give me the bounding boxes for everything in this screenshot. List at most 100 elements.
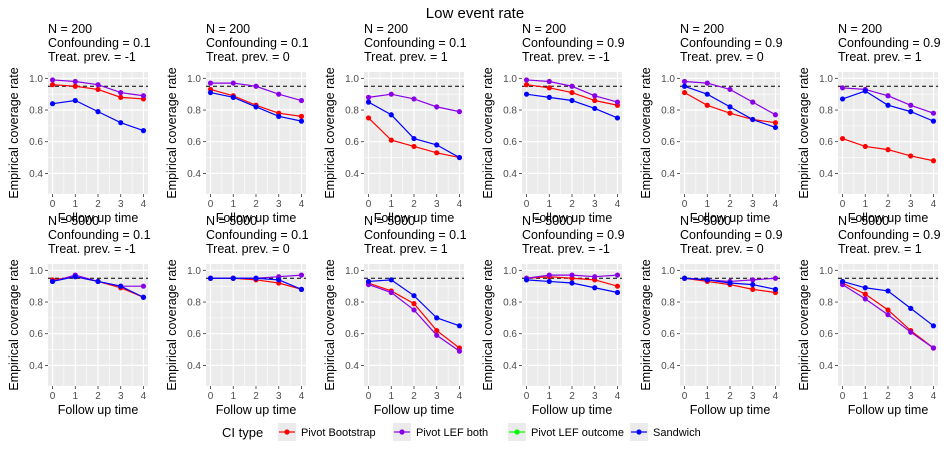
panel-title-line: Treat. prev. = -1	[522, 242, 610, 256]
data-point-sandwich	[230, 275, 236, 281]
x-tick-label: 3	[118, 199, 124, 210]
data-point-pivot-bootstrap	[908, 153, 914, 159]
panel-title-line: Confounding = 0.1	[206, 228, 309, 242]
data-point-sandwich	[839, 278, 846, 285]
data-point-sandwich	[207, 275, 214, 281]
data-point-pivot-lef-both	[885, 312, 891, 318]
data-point-pivot-bootstrap	[72, 83, 78, 89]
legend: CI type Pivot Bootstrap Pivot LEF both Pivo…	[222, 423, 701, 441]
x-tick-label: 2	[411, 199, 417, 210]
panel-title-line: Treat. prev. = 1	[364, 50, 448, 64]
data-point-pivot-lef-both	[298, 272, 305, 278]
data-point-sandwich	[253, 275, 259, 281]
y-tick-label: 0.4	[187, 169, 201, 180]
data-point-sandwich	[546, 278, 552, 285]
x-tick-label: 4	[615, 199, 621, 210]
data-point-sandwich	[727, 104, 733, 110]
panel-title-line: N = 200	[838, 22, 882, 36]
data-point-pivot-lef-both	[388, 91, 394, 97]
data-point-pivot-lef-both	[614, 272, 621, 278]
data-point-pivot-lef-both	[230, 80, 236, 86]
panel-title-line: N = 200	[48, 22, 92, 36]
y-tick-label: 0.6	[29, 329, 43, 340]
data-point-sandwich	[839, 96, 846, 102]
y-tick-label: 1.0	[503, 74, 517, 85]
x-axis-label: Follow up time	[216, 211, 297, 225]
x-tick-label: 4	[299, 199, 305, 210]
data-point-pivot-lef-both	[276, 91, 282, 97]
data-point-pivot-lef-both	[523, 77, 530, 83]
y-tick-label: 0.6	[503, 137, 517, 148]
y-tick-label: 0.8	[187, 106, 201, 117]
x-tick-label: 3	[434, 391, 440, 402]
data-point-sandwich	[908, 305, 914, 311]
data-point-sandwich	[95, 109, 101, 115]
data-point-sandwich	[727, 280, 733, 286]
data-point-pivot-lef-both	[885, 93, 891, 99]
y-tick-label: 1.0	[661, 74, 675, 85]
panel-title-line: Treat. prev. = -1	[48, 242, 136, 256]
x-tick-label: 1	[862, 199, 868, 210]
data-point-sandwich	[140, 294, 147, 300]
data-point-pivot-lef-both	[388, 289, 394, 296]
x-axis-label: Follow up time	[58, 211, 139, 225]
data-point-pivot-bootstrap	[885, 307, 891, 313]
y-tick-label: 0.8	[819, 298, 833, 309]
x-tick-label: 2	[411, 391, 417, 402]
data-point-pivot-lef-both	[839, 85, 846, 91]
legend-title: CI type	[222, 425, 263, 440]
data-point-sandwich	[434, 142, 440, 148]
x-axis-label: Follow up time	[690, 403, 771, 417]
panel-title-line: Treat. prev. = 1	[838, 242, 922, 256]
data-point-sandwich	[118, 120, 124, 126]
y-tick-label: 0.6	[187, 137, 201, 148]
x-tick-label: 0	[208, 391, 214, 402]
x-tick-label: 4	[141, 199, 147, 210]
x-tick-label: 0	[840, 199, 846, 210]
legend-entry-sandwich: Sandwich	[630, 423, 701, 441]
data-point-sandwich	[49, 278, 56, 285]
data-point-pivot-bootstrap	[862, 291, 868, 297]
panel-title-line: N = 5000	[364, 214, 415, 228]
data-point-sandwich	[456, 323, 463, 329]
y-axis-label: Empirical coverage rate	[323, 259, 337, 390]
data-point-pivot-lef-both	[456, 109, 463, 115]
x-tick-label: 2	[727, 391, 733, 402]
legend-key-point	[636, 429, 642, 435]
legend-entry-pivot-lef-both: Pivot LEF both	[393, 423, 488, 441]
y-tick-label: 1.0	[819, 266, 833, 277]
data-point-pivot-lef-both	[908, 329, 914, 335]
y-tick-label: 1.0	[29, 266, 43, 277]
panel-title-line: Treat. prev. = 0	[680, 50, 764, 64]
panel-title-line: Confounding = 0.9	[522, 228, 625, 242]
x-tick-label: 3	[908, 391, 914, 402]
panel-title-line: Treat. prev. = -1	[522, 50, 610, 64]
x-tick-label: 0	[682, 199, 688, 210]
y-tick-label: 0.4	[819, 169, 833, 180]
panel-title-line: Confounding = 0.9	[680, 228, 783, 242]
y-axis-label: Empirical coverage rate	[323, 67, 337, 198]
x-axis-label: Follow up time	[532, 403, 613, 417]
x-tick-label: 1	[388, 199, 394, 210]
data-point-pivot-lef-both	[49, 77, 56, 83]
data-point-sandwich	[365, 99, 372, 105]
data-point-sandwich	[456, 154, 463, 161]
data-point-pivot-bootstrap	[772, 120, 779, 126]
x-tick-label: 3	[434, 199, 440, 210]
legend-label: Pivot LEF outcome	[531, 427, 624, 439]
data-point-pivot-bootstrap	[727, 110, 733, 116]
y-tick-label: 0.4	[345, 169, 359, 180]
x-tick-label: 2	[885, 391, 891, 402]
y-axis-label: Empirical coverage rate	[7, 67, 21, 198]
data-point-sandwich	[140, 128, 147, 134]
panel-title-line: Treat. prev. = 0	[680, 242, 764, 256]
panel-title-line: Treat. prev. = 0	[206, 50, 290, 64]
x-tick-label: 1	[230, 199, 236, 210]
y-tick-label: 1.0	[345, 266, 359, 277]
data-point-sandwich	[411, 293, 417, 299]
y-tick-label: 0.8	[187, 298, 201, 309]
y-tick-label: 0.8	[29, 106, 43, 117]
data-point-sandwich	[862, 88, 868, 94]
